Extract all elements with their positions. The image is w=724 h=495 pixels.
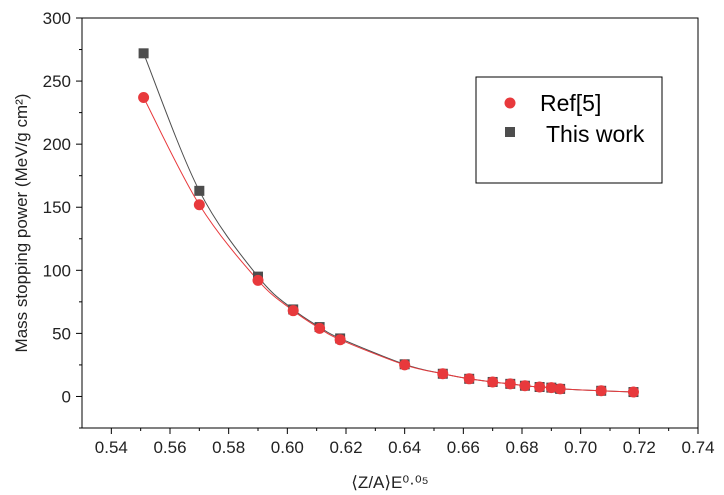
data-point-ref5 [138,91,150,103]
y-tick-label: 0 [62,387,71,406]
x-tick-label: 0.54 [95,438,128,457]
data-point-ref5 [519,380,531,392]
x-axis-title: ⟨Z/A⟩E⁰·⁰⁵ [351,473,428,492]
data-point-ref5 [437,368,449,380]
data-point-ref5 [252,274,264,286]
x-tick-label: 0.56 [153,438,186,457]
x-tick-label: 0.62 [329,438,362,457]
data-point-ref5 [193,199,205,211]
x-tick-label: 0.60 [271,438,304,457]
x-tick-label: 0.64 [388,438,421,457]
x-axis-ticks: 0.54 0.56 0.58 0.60 0.62 0.64 0.66 0.68 0.70 0.72… [95,428,715,457]
data-point-this-work [194,185,205,196]
data-point-ref5 [534,381,546,393]
x-tick-label: 0.66 [447,438,480,457]
y-axis-title: Mass stopping power (MeV/g cm²) [12,94,31,353]
legend-label-ref5: Ref[5] [540,90,601,116]
data-point-ref5 [334,334,346,346]
data-point-ref5 [595,385,607,397]
data-point-this-work [138,48,149,59]
x-tick-label: 0.72 [623,438,656,457]
x-tick-label: 0.68 [505,438,538,457]
x-tick-label: 0.58 [212,438,245,457]
data-point-ref5 [627,386,639,398]
x-tick-label: 0.70 [564,438,597,457]
x-tick-label: 0.74 [681,438,714,457]
data-point-ref5 [314,322,326,334]
data-point-ref5 [487,376,499,388]
legend-label-this-work: This work [546,121,645,147]
data-point-ref5 [463,373,475,385]
legend: Ref[5] This work [475,76,663,184]
data-point-ref5 [287,305,299,317]
plot-area [138,48,639,398]
y-tick-label: 150 [43,198,71,217]
data-point-ref5 [545,382,557,394]
y-tick-label: 200 [43,135,71,154]
y-axis-ticks: 0 50 100 150 200 250 300 [43,9,82,429]
legend-marker-ref5 [504,97,516,109]
y-tick-label: 100 [43,261,71,280]
y-tick-label: 250 [43,72,71,91]
plot-frame [81,17,699,429]
data-point-ref5 [504,378,516,390]
data-point-ref5 [399,359,411,371]
data-point-ref5 [554,383,566,395]
y-tick-label: 300 [43,9,71,28]
legend-marker-this-work [505,127,515,137]
y-tick-label: 50 [52,324,71,343]
